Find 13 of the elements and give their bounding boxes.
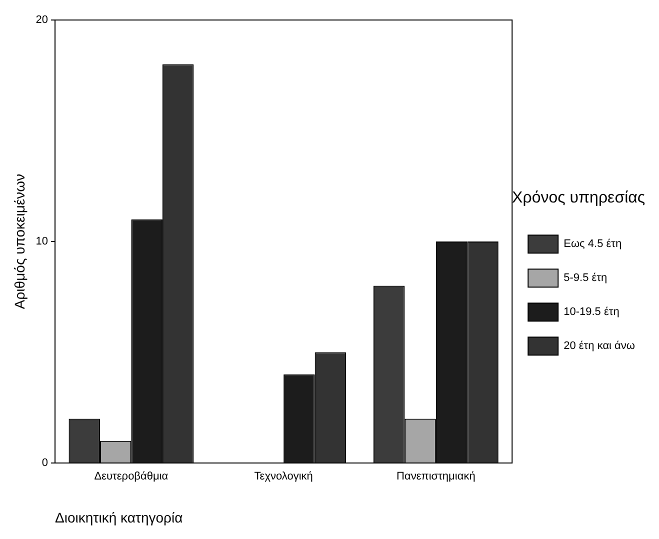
x-tick-label: Πανεπιστημιακή xyxy=(396,470,476,483)
legend-label: Εως 4.5 έτη xyxy=(564,238,622,250)
legend-label: 20 έτη και άνω xyxy=(564,340,636,352)
y-tick-label: 10 xyxy=(36,236,48,248)
x-tick-label: Τεχνολογική xyxy=(254,470,313,483)
y-tick-label: 0 xyxy=(42,457,48,470)
y-axis-title: Αριθμός υποκειμένων xyxy=(11,174,28,310)
legend-title: Χρόνος υπηρεσίας xyxy=(512,189,646,206)
x-axis-title: Διοικητική κατηγορία xyxy=(55,509,183,526)
x-tick-label: Δευτεροβάθμια xyxy=(94,470,169,483)
y-tick-label: 20 xyxy=(36,14,48,26)
legend-label: 10-19.5 έτη xyxy=(564,306,620,318)
legend-label: 5-9.5 έτη xyxy=(564,272,608,284)
